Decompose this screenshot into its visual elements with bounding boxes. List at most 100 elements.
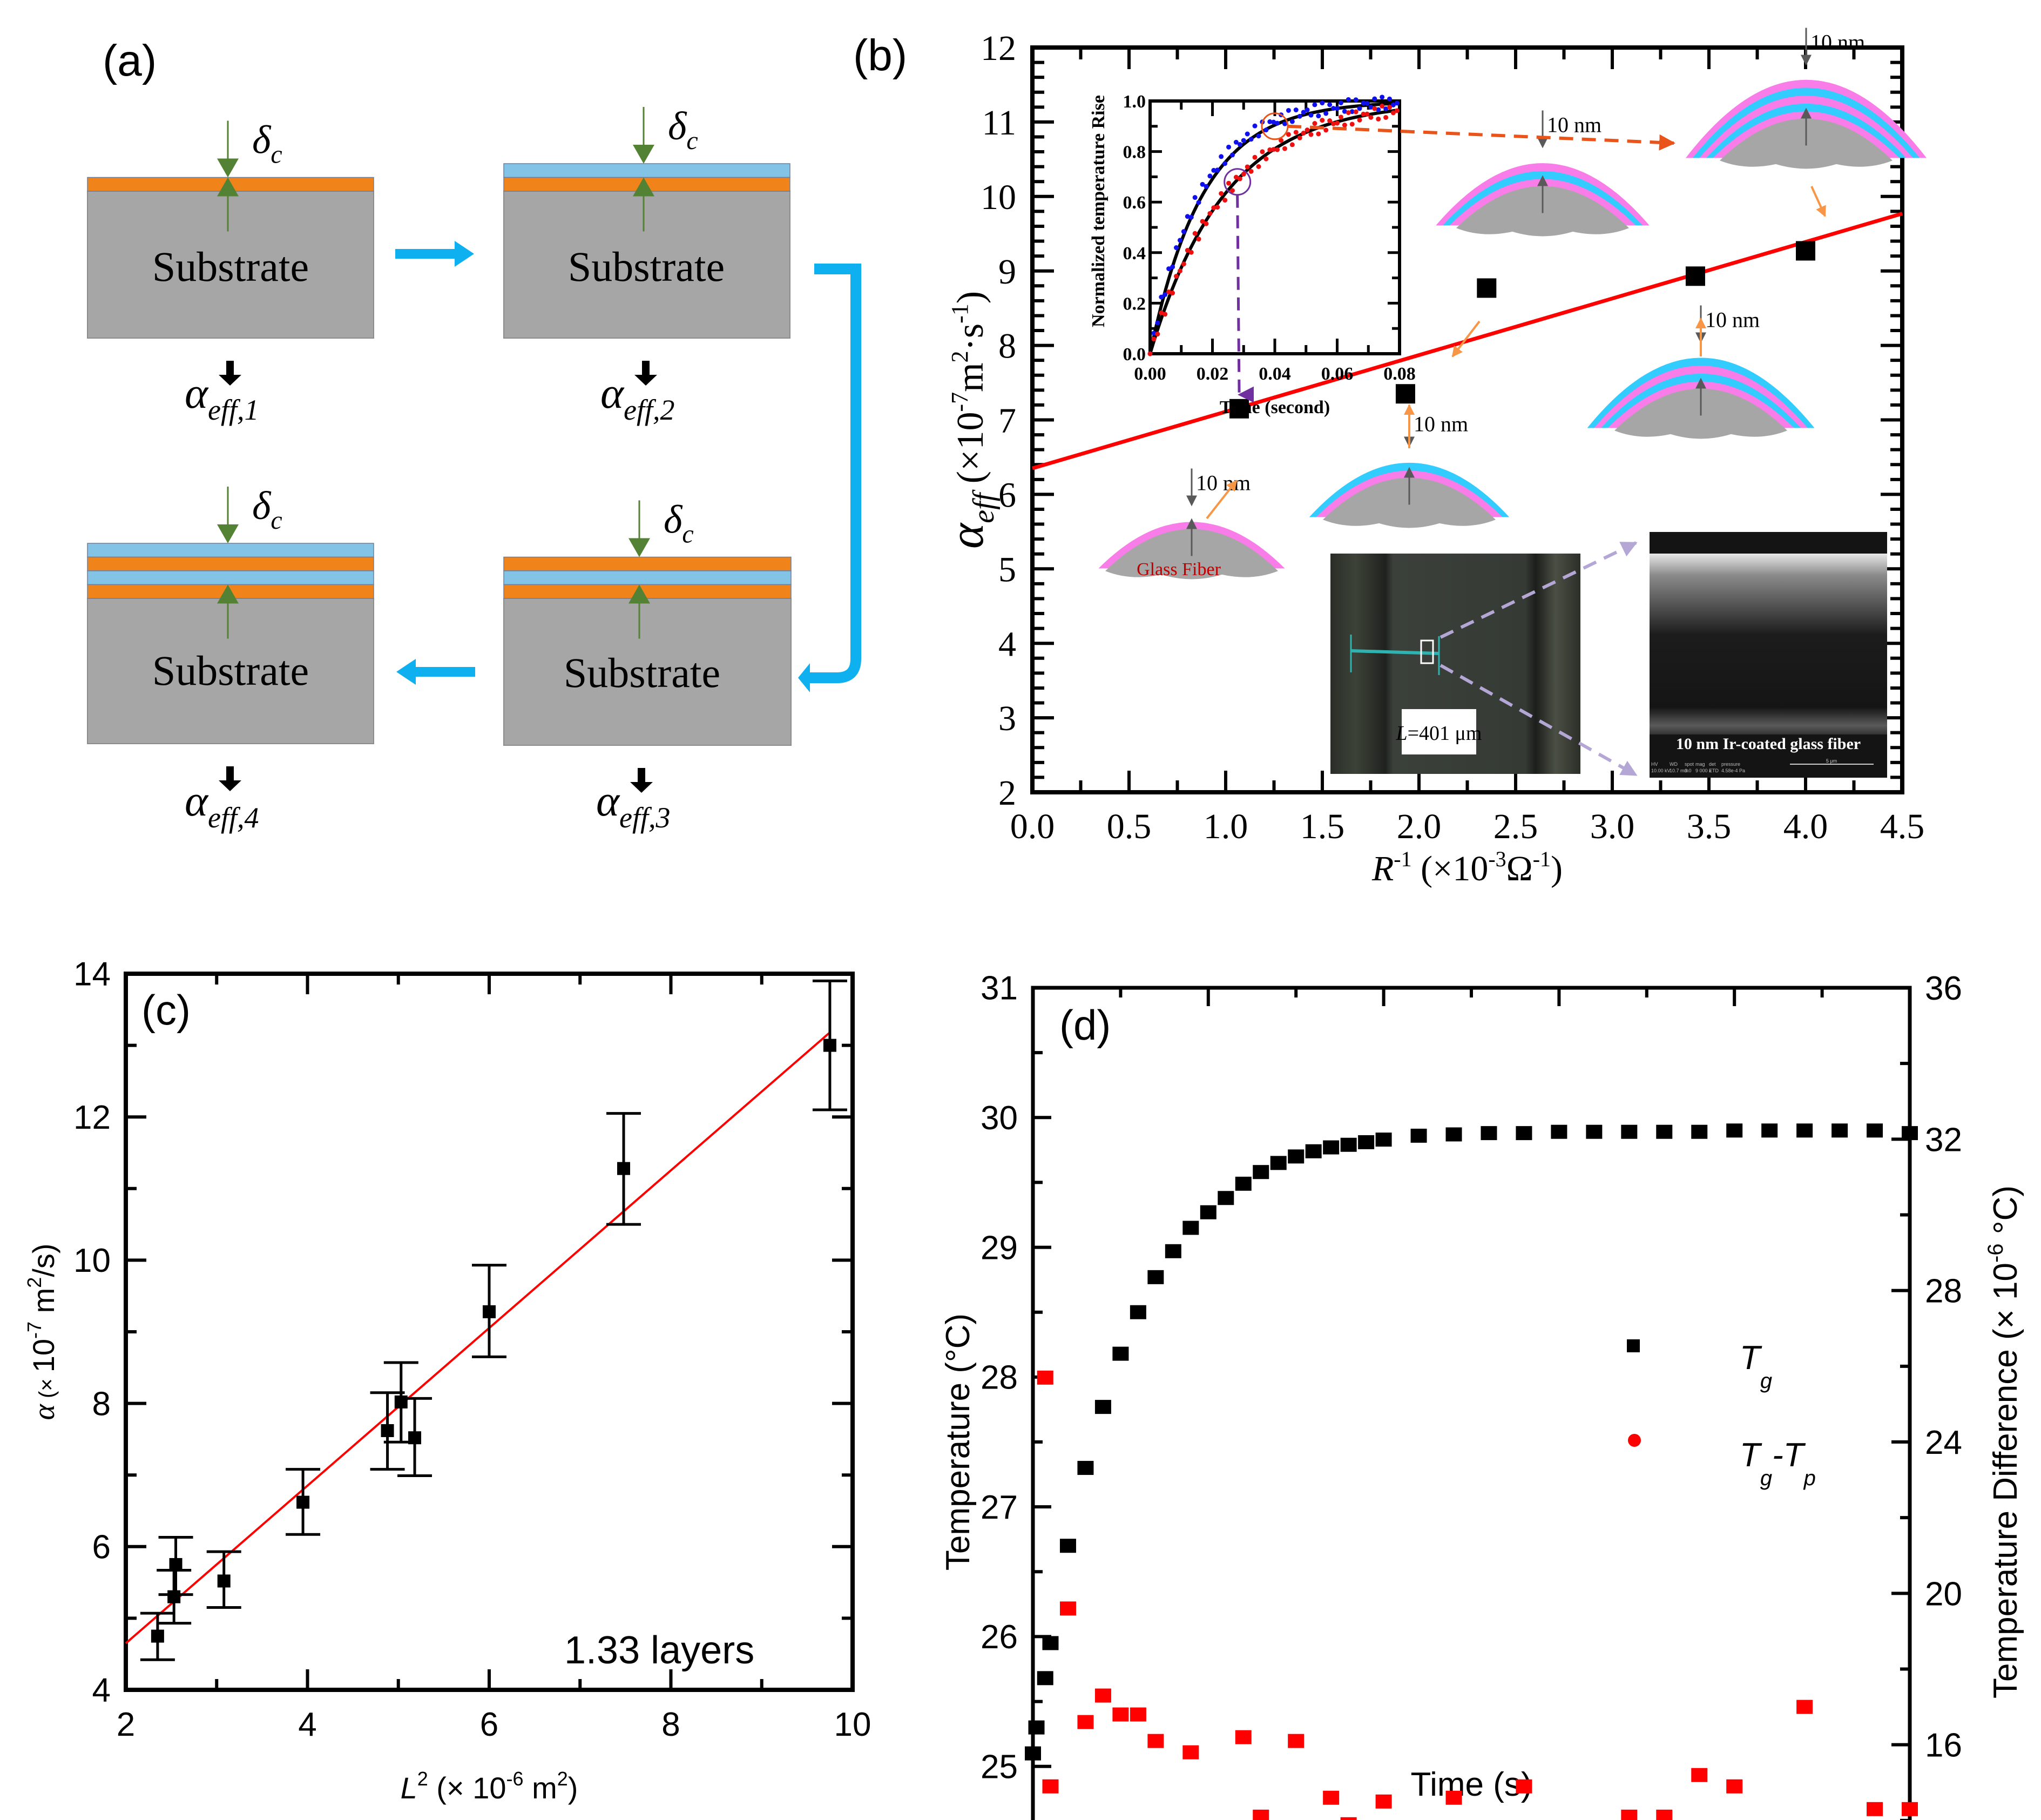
slow-data-point <box>1248 168 1254 174</box>
result-arrow-icon <box>219 361 241 386</box>
zoom-arrow-bottom <box>1439 664 1638 777</box>
data-point <box>483 1305 496 1318</box>
x-tick-label: 2 <box>117 1706 135 1743</box>
slow-data-point <box>1237 176 1242 181</box>
data-point <box>1796 1123 1813 1138</box>
arrow-shaft <box>642 361 650 376</box>
flow-arrow-1-to-2 <box>395 241 474 267</box>
sem-info-value: 4.58e-4 Pa <box>1721 768 1745 773</box>
slow-data-point <box>1181 261 1186 267</box>
fast-data-point <box>1376 107 1381 112</box>
optical-photo-inset: L=401 μm <box>1330 554 1580 774</box>
fast-data-point <box>1390 102 1396 107</box>
slow-data-point <box>1387 104 1393 110</box>
data-point <box>1235 1176 1252 1191</box>
zoom-region-box <box>1420 639 1434 664</box>
thickness-arrow-down-icon <box>1186 495 1197 507</box>
data-point <box>1147 1270 1164 1284</box>
inset-x-tick-label: 0.00 <box>1134 364 1166 384</box>
fast-data-point <box>1316 113 1321 119</box>
fast-data-point <box>1174 245 1179 251</box>
data-point <box>1410 1128 1427 1143</box>
thickness-label: 10 nm <box>1705 308 1760 332</box>
data-point-with-error-bar <box>370 1391 405 1471</box>
schematic-5-layers: 10 nm <box>1686 28 1927 169</box>
fast-data-point <box>1342 109 1347 114</box>
substrate-block <box>503 191 790 339</box>
thickness-arrow-down-icon <box>1537 137 1548 149</box>
data-point <box>1165 1244 1181 1258</box>
x-tick-label: 4 <box>298 1706 316 1743</box>
inset-y-tick-label: 0.6 <box>1123 193 1146 213</box>
x-tick-label: 1.0 <box>1204 807 1248 846</box>
substrate-label: Substrate <box>564 649 720 696</box>
delta-c-label: δc <box>252 118 282 169</box>
panel-a-diagram: (a) Substrateδcαeff,1Substrateδcαeff,2Su… <box>87 36 861 834</box>
arrow-head-down <box>633 145 654 164</box>
data-point <box>1288 1149 1305 1164</box>
slow-data-point <box>1222 198 1228 203</box>
slow-data-point <box>1361 111 1366 117</box>
fast-data-point <box>1170 264 1175 269</box>
sem-info-header: det <box>1709 761 1716 767</box>
slow-data-point <box>1346 110 1351 116</box>
y-tick-label: 3 <box>998 699 1016 738</box>
fit-line <box>1032 212 1903 470</box>
data-point <box>1025 1746 1041 1761</box>
inset-y-tick-label: 0.4 <box>1123 244 1146 264</box>
data-point <box>408 1431 422 1445</box>
y-tick-label: 8 <box>92 1385 111 1423</box>
fast-data-point <box>1226 144 1232 150</box>
slow-data-point <box>1364 111 1370 117</box>
fast-data-point <box>1312 102 1317 107</box>
substrate-block <box>503 598 792 746</box>
fast-data-point <box>1338 100 1343 105</box>
data-point <box>1130 1305 1146 1319</box>
slow-data-point <box>1323 127 1329 133</box>
slow-data-point <box>1211 205 1217 211</box>
thickness-arrow-icon <box>217 120 239 232</box>
y-tick-label: 6 <box>92 1529 111 1566</box>
data-point <box>1323 1790 1340 1805</box>
data-point <box>1270 1156 1287 1170</box>
sem-info-header: mag <box>1695 761 1705 767</box>
blue-layer <box>503 163 790 178</box>
inset-x-tick-label: 0.02 <box>1197 364 1229 384</box>
slow-data-point <box>1233 174 1239 180</box>
length-label: L=401 μm <box>1395 722 1482 745</box>
slow-data-point <box>1394 108 1400 113</box>
inset-x-tick-label: 0.04 <box>1259 364 1291 384</box>
data-point <box>1037 1671 1053 1686</box>
slow-data-point <box>1353 109 1359 114</box>
inset-y-tick-label: 0.8 <box>1123 143 1146 163</box>
slow-data-point <box>1155 332 1160 337</box>
substrate-block <box>87 598 374 744</box>
fast-data-point <box>1353 97 1359 103</box>
slow-data-point <box>1226 180 1232 186</box>
substrate-block <box>87 191 374 339</box>
data-point <box>1042 1779 1059 1794</box>
fast-data-point <box>1383 106 1389 112</box>
slow-data-point <box>1320 118 1325 123</box>
fast-data-point <box>1293 107 1299 113</box>
sem-info-header: HV <box>1651 761 1658 767</box>
fast-data-point <box>1207 173 1213 179</box>
fast-data-point <box>1271 119 1276 125</box>
inset-y-axis-label: Normalized temperature Rise <box>1089 95 1109 327</box>
arrow-head-down <box>217 158 239 178</box>
thickness-arrow-up-icon <box>1186 518 1197 529</box>
blue-layer <box>503 570 792 585</box>
y2-tick-label: 24 <box>1925 1424 1962 1461</box>
slow-data-point <box>1188 250 1194 255</box>
slow-data-point <box>1166 289 1172 294</box>
orange-layer <box>87 556 374 571</box>
arrow-head-up <box>633 177 654 197</box>
orange-layer <box>503 556 792 571</box>
x-tick-label: 2.5 <box>1493 807 1538 846</box>
data-point <box>1375 1133 1392 1147</box>
thickness-arrow-up-icon <box>1801 107 1812 119</box>
fast-data-point <box>1155 320 1160 326</box>
slow-data-point <box>1267 147 1273 152</box>
inset-temperature-rise-plot: 0.00 0.02 0.04 0.06 0.08 0.0 0.2 0.4 0.6 0.8 1.0 Ti… <box>1089 92 1675 417</box>
